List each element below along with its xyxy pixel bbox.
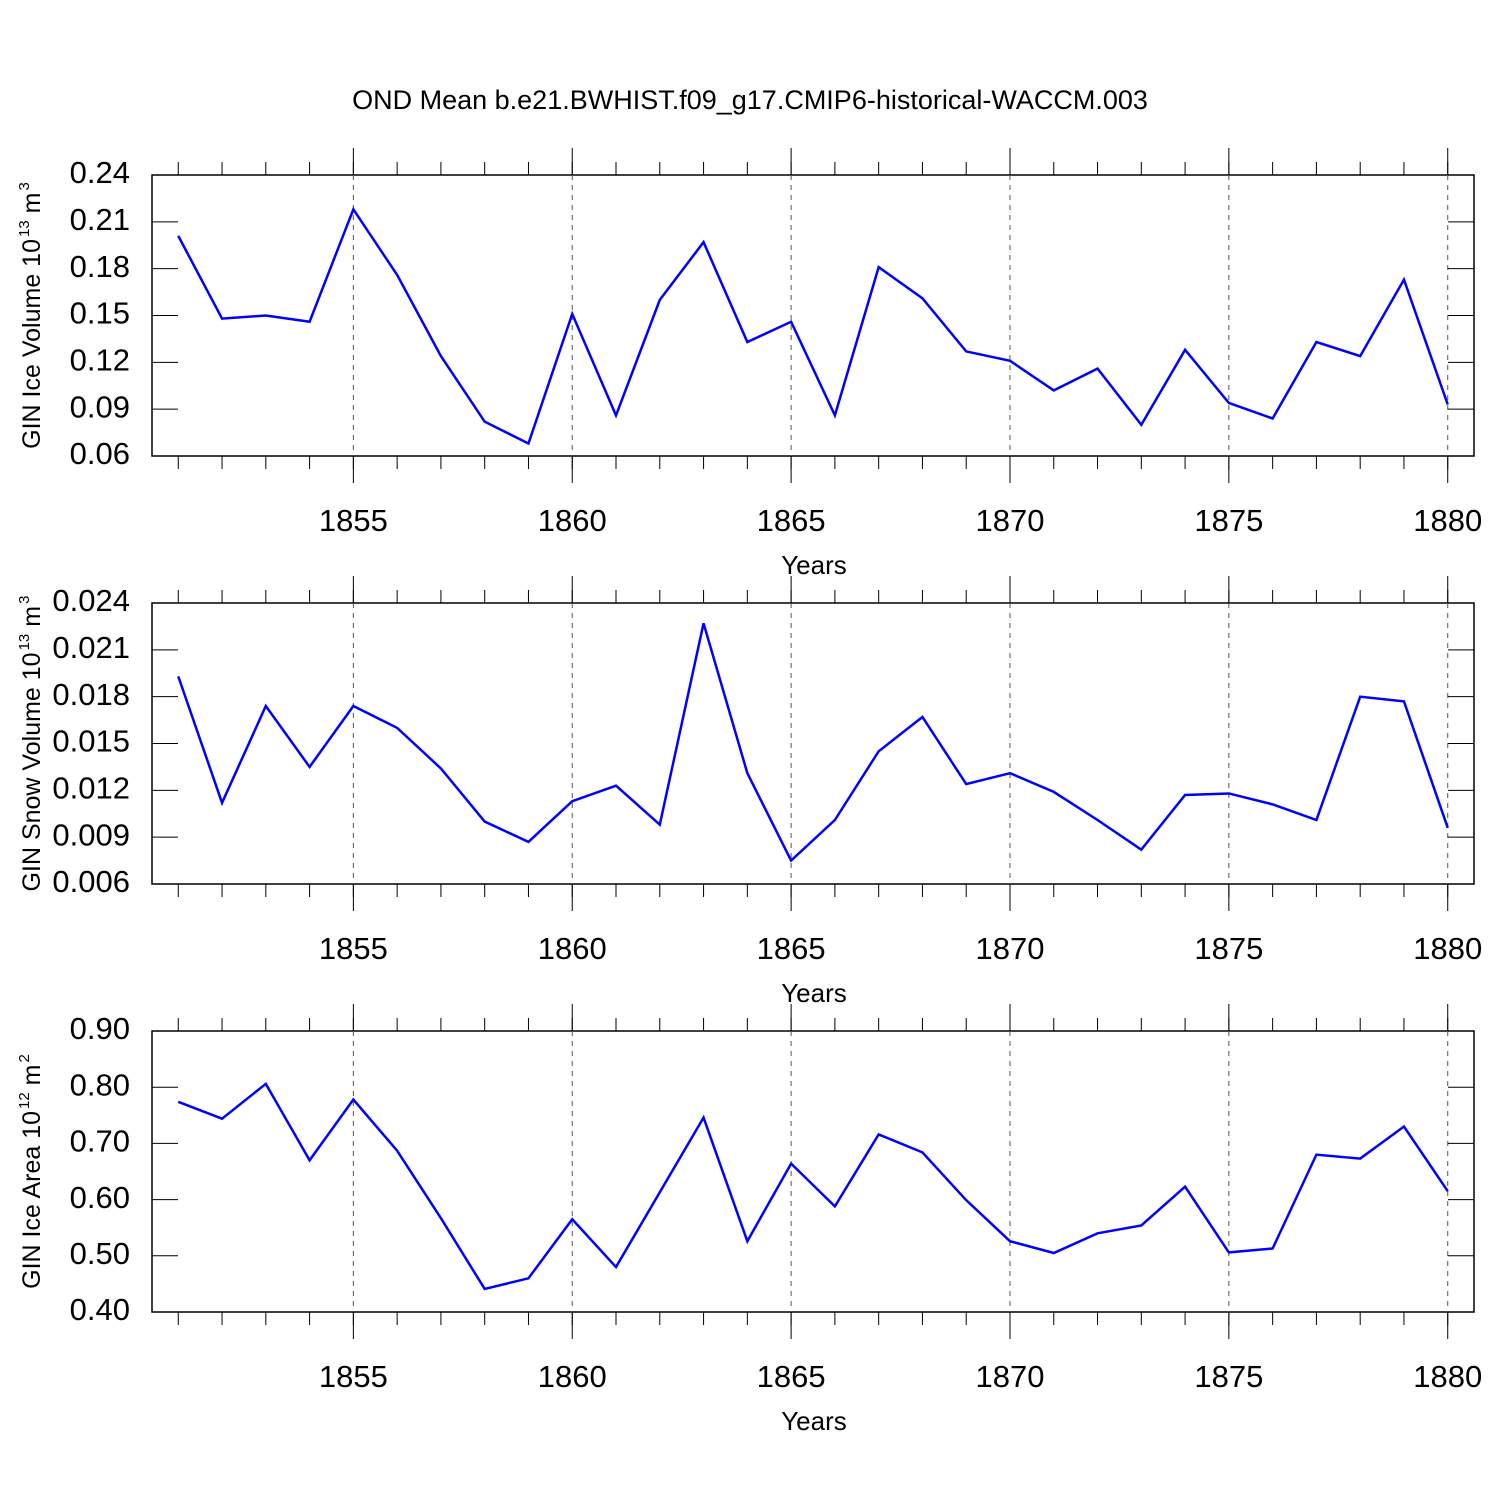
- x-tick-label: 1860: [538, 931, 607, 966]
- x-tick-label: 1870: [976, 931, 1045, 966]
- x-tick-label: 1880: [1413, 1359, 1482, 1394]
- y-axis-label-part: m: [18, 606, 46, 627]
- y-axis-label-exponent: 3: [16, 182, 33, 190]
- y-tick-label: 0.18: [70, 249, 130, 284]
- x-tick-label: 1870: [976, 1359, 1045, 1394]
- y-tick-label: 0.006: [52, 864, 130, 899]
- y-tick-label: 0.70: [70, 1124, 130, 1159]
- y-axis-label-exponent: 3: [16, 596, 33, 604]
- y-axis-label-part: GIN Ice Volume 10: [18, 239, 46, 449]
- y-axis-label-part: m: [18, 193, 46, 214]
- y-tick-label: 0.80: [70, 1067, 130, 1102]
- y-tick-label: 0.40: [70, 1292, 130, 1327]
- x-tick-label: 1875: [1194, 1359, 1263, 1394]
- y-tick-label: 0.15: [70, 296, 130, 331]
- x-tick-label: 1865: [757, 931, 826, 966]
- x-axis-label: Years: [781, 550, 847, 580]
- data-line: [177, 1081, 1449, 1291]
- y-tick-label: 0.24: [70, 155, 130, 190]
- y-tick-label: 0.012: [52, 771, 130, 806]
- y-axis-label: GIN Snow Volume 1013 m 3: [16, 596, 46, 892]
- y-axis-label-part: m: [18, 1064, 46, 1085]
- chart-title: OND Mean b.e21.BWHIST.f09_g17.CMIP6-hist…: [352, 85, 1148, 115]
- y-tick-label: 0.009: [52, 817, 130, 852]
- x-tick-label: 1875: [1194, 503, 1263, 538]
- y-tick-label: 0.06: [70, 436, 130, 471]
- x-tick-label: 1880: [1413, 503, 1482, 538]
- y-tick-label: 0.21: [70, 202, 130, 237]
- x-tick-label: 1880: [1413, 931, 1482, 966]
- y-tick-label: 0.12: [70, 343, 130, 378]
- data-line: [177, 206, 1449, 446]
- y-tick-label: 0.09: [70, 389, 130, 424]
- y-axis-label-exponent: 13: [16, 220, 33, 237]
- y-axis-label: GIN Ice Area 10 12 m 2: [16, 1054, 46, 1289]
- x-tick-label: 1855: [319, 931, 388, 966]
- y-axis-label-exponent: 2: [16, 1054, 33, 1062]
- x-tick-label: 1855: [319, 1359, 388, 1394]
- plot-frame: [151, 1030, 1475, 1313]
- y-axis-label-exponent: 13: [16, 634, 33, 651]
- y-axis-label: GIN Ice Volume 10 13 m 3: [16, 182, 46, 449]
- y-tick-label: 0.60: [70, 1180, 130, 1215]
- x-tick-label: 1865: [757, 1359, 826, 1394]
- y-tick-label: 0.015: [52, 724, 130, 759]
- y-tick-label: 0.018: [52, 677, 130, 712]
- x-tick-label: 1870: [976, 503, 1045, 538]
- y-tick-label: 0.50: [70, 1236, 130, 1271]
- y-axis-label-part: GIN Ice Area 10: [18, 1111, 46, 1289]
- x-axis-label: Years: [781, 1406, 847, 1436]
- data-line: [177, 622, 1449, 863]
- x-axis-label: Years: [781, 978, 847, 1008]
- x-tick-label: 1860: [538, 1359, 607, 1394]
- y-axis-label-part: GIN Snow Volume 10: [18, 652, 46, 891]
- y-axis-label-exponent: 12: [16, 1092, 33, 1109]
- x-tick-label: 1855: [319, 503, 388, 538]
- y-tick-label: 0.024: [52, 583, 130, 618]
- y-tick-label: 0.021: [52, 630, 130, 665]
- x-tick-label: 1865: [757, 503, 826, 538]
- x-tick-label: 1860: [538, 503, 607, 538]
- y-tick-label: 0.90: [70, 1011, 130, 1046]
- x-tick-label: 1875: [1194, 931, 1263, 966]
